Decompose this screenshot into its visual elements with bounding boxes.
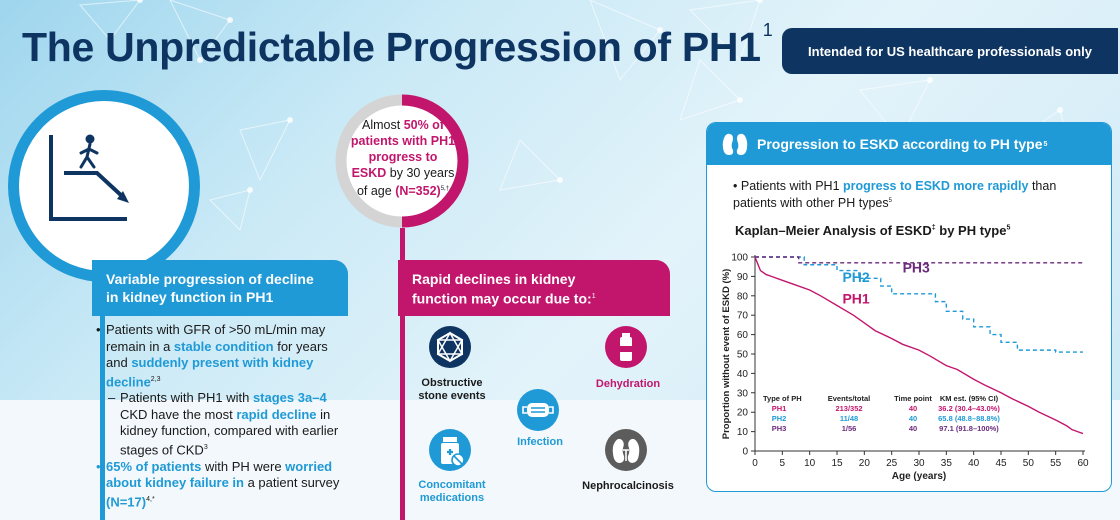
y-axis-label: Proportion without event of ESKD (%) [721, 269, 732, 439]
table-cell: PH1 [772, 404, 787, 413]
x-tick-label: 55 [1050, 458, 1062, 469]
x-tick-label: 30 [913, 458, 925, 469]
kidneys-icon [722, 133, 748, 155]
audience-badge: Intended for US healthcare professionals… [782, 28, 1118, 74]
y-tick-label: 10 [737, 427, 749, 438]
middle-section-heading: Rapid declines in kidney function may oc… [398, 260, 670, 316]
x-tick-label: 5 [780, 458, 786, 469]
table-cell: 40 [909, 414, 917, 423]
eskd-panel: Progression to ESKD according to PH type… [706, 122, 1112, 492]
left-bullet-2: • 65% of patients with PH were worried ab… [96, 458, 340, 509]
water-bottle-icon [605, 326, 647, 368]
table-cell: 65.8 (48.8–88.8%) [938, 414, 1000, 423]
left-connector [100, 270, 105, 520]
y-tick-label: 80 [737, 291, 749, 302]
chart-title: Kaplan–Meier Analysis of ESKD‡ by PH typ… [735, 223, 1011, 238]
page-title: The Unpredictable Progression of PH1 1 [22, 20, 773, 70]
progress-ring [335, 94, 469, 228]
table-header: Events/total [828, 394, 871, 403]
table-cell: 1/56 [842, 424, 857, 433]
medications-label: Concomitant medications [418, 479, 486, 504]
y-tick-label: 30 [737, 388, 749, 399]
y-tick-label: 90 [737, 272, 749, 283]
table-cell: 36.2 (30.4–43.0%) [938, 404, 1000, 413]
stone-label: Obstructive stone events [418, 377, 486, 402]
panel-heading: Progression to ESKD according to PH type… [707, 123, 1111, 165]
y-tick-label: 60 [737, 330, 749, 341]
stone-icon [429, 326, 471, 368]
series-ph3-line [755, 256, 1083, 264]
y-tick-label: 50 [737, 350, 749, 361]
x-tick-label: 60 [1077, 458, 1089, 469]
x-tick-label: 40 [968, 458, 980, 469]
series-ph2-label: PH2 [842, 269, 869, 285]
x-tick-label: 35 [941, 458, 953, 469]
y-tick-label: 70 [737, 311, 749, 322]
panel-bullet: • Patients with PH1 progress to ESKD mor… [733, 179, 1057, 211]
mask-icon [517, 389, 559, 431]
infection-label: Infection [517, 436, 563, 448]
x-tick-label: 20 [859, 458, 871, 469]
table-header: KM est. (95% CI) [940, 394, 999, 403]
left-subbullet: – Patients with PH1 with stages 3a–4 CKD … [108, 390, 339, 458]
x-tick-label: 45 [995, 458, 1007, 469]
kidney-icon [605, 429, 647, 471]
left-section-body: • Patients with GFR of >50 mL/min may rem… [96, 322, 348, 510]
table-cell: PH2 [772, 414, 787, 423]
middle-connector [400, 228, 405, 520]
x-axis-label: Age (years) [892, 471, 946, 482]
y-tick-label: 40 [737, 369, 749, 380]
x-tick-label: 0 [752, 458, 758, 469]
table-cell: PH3 [772, 424, 787, 433]
table-cell: 97.1 (91.8–100%) [939, 424, 999, 433]
table-cell: 213/352 [835, 404, 862, 413]
nephrocalcinosis-label: Nephrocalcinosis [582, 480, 674, 492]
y-tick-label: 0 [742, 447, 748, 458]
x-tick-label: 25 [886, 458, 898, 469]
medication-bottle-icon [429, 429, 471, 471]
x-tick-label: 10 [804, 458, 816, 469]
series-ph1-line [754, 256, 1084, 435]
x-tick-label: 15 [831, 458, 843, 469]
km-chart: 0 10 20 30 40 50 60 70 80 90 100 0 5 10 15 20 25 30 35 40 45… [721, 253, 1089, 483]
series-ph3-label: PH3 [903, 260, 930, 276]
table-cell: 40 [909, 424, 917, 433]
table-header: Type of PH [763, 394, 802, 403]
progress-ring-text: Almost 50% of patients with PH1 progress… [350, 118, 456, 199]
decline-icon-circle [8, 90, 200, 282]
left-section-heading: Variable progression of decline in kidne… [92, 260, 348, 316]
progress-ring-fill [401, 94, 469, 228]
series-ph1-label: PH1 [842, 291, 869, 307]
y-tick-label: 100 [731, 253, 748, 264]
stairs-decline-icon [49, 134, 129, 221]
table-cell: 11/48 [840, 414, 858, 423]
series-ph2-line [755, 256, 1083, 353]
table-header: Time point [894, 394, 932, 403]
dehydration-label: Dehydration [595, 378, 661, 390]
x-tick-label: 50 [1023, 458, 1035, 469]
y-tick-label: 20 [737, 408, 749, 419]
table-cell: 40 [909, 404, 917, 413]
left-bullet-1: • Patients with GFR of >50 mL/min may rem… [96, 322, 328, 389]
